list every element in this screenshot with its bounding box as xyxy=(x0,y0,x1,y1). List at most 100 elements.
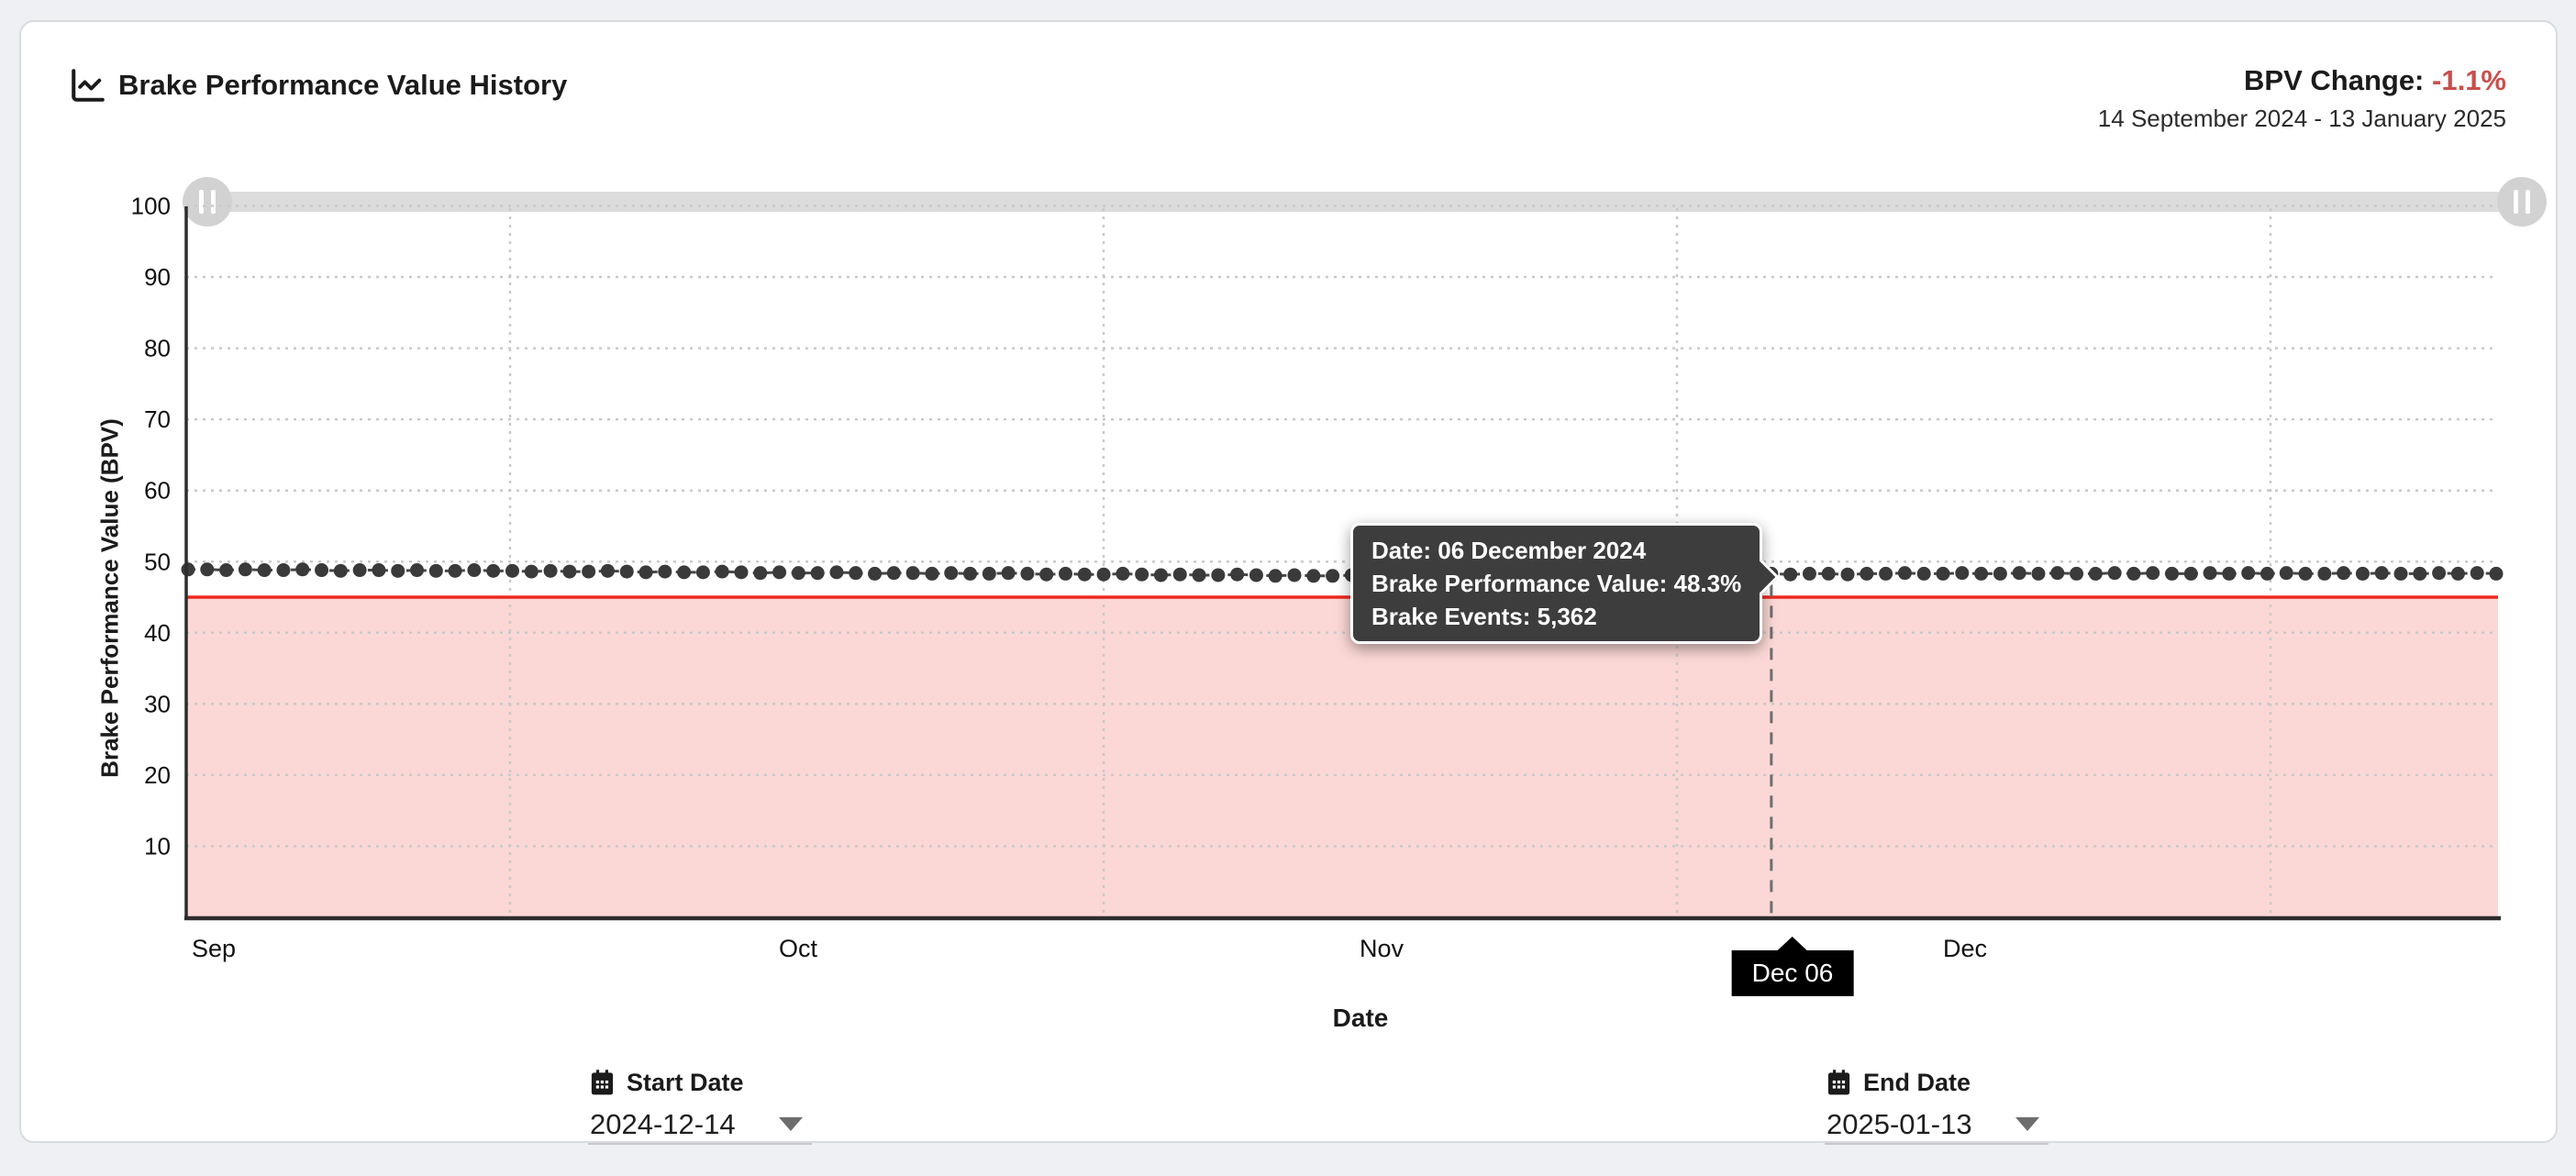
data-point[interactable] xyxy=(658,564,672,579)
data-point[interactable] xyxy=(1172,567,1187,582)
data-point[interactable] xyxy=(2470,566,2484,581)
data-point[interactable] xyxy=(562,564,577,579)
data-point[interactable] xyxy=(2165,566,2180,581)
data-point[interactable] xyxy=(2355,566,2370,581)
data-point[interactable] xyxy=(868,566,883,581)
data-point[interactable] xyxy=(886,566,901,581)
data-point[interactable] xyxy=(753,566,768,581)
data-point[interactable] xyxy=(982,566,996,581)
data-point[interactable] xyxy=(2031,566,2046,581)
data-point[interactable] xyxy=(1916,566,1931,581)
data-point[interactable] xyxy=(2279,566,2293,581)
data-point[interactable] xyxy=(315,563,329,578)
data-point[interactable] xyxy=(2450,566,2465,581)
slider-handle-left[interactable] xyxy=(183,177,232,227)
data-point[interactable] xyxy=(1802,566,1816,581)
data-point[interactable] xyxy=(1936,566,1950,581)
data-point[interactable] xyxy=(638,565,653,580)
data-point[interactable] xyxy=(810,566,825,581)
data-point[interactable] xyxy=(486,563,501,578)
data-point[interactable] xyxy=(1287,568,1302,582)
data-point[interactable] xyxy=(2337,566,2351,581)
data-point[interactable] xyxy=(2146,566,2160,581)
data-point[interactable] xyxy=(1821,566,1836,581)
data-point[interactable] xyxy=(524,564,539,579)
data-point[interactable] xyxy=(181,562,195,577)
data-point[interactable] xyxy=(2107,566,2122,581)
data-point[interactable] xyxy=(1001,566,1016,581)
data-point[interactable] xyxy=(905,566,920,581)
data-point[interactable] xyxy=(333,563,348,578)
data-point[interactable] xyxy=(1955,566,1970,581)
data-point[interactable] xyxy=(410,563,425,578)
chevron-down-icon[interactable] xyxy=(2015,1117,2039,1131)
data-point[interactable] xyxy=(352,563,367,578)
data-point[interactable] xyxy=(677,565,692,580)
data-point[interactable] xyxy=(2241,566,2256,581)
data-point[interactable] xyxy=(925,566,939,581)
data-point[interactable] xyxy=(963,566,978,581)
data-point[interactable] xyxy=(944,566,959,581)
data-point[interactable] xyxy=(200,562,215,577)
data-point[interactable] xyxy=(1879,566,1893,581)
data-point[interactable] xyxy=(2298,566,2313,581)
data-point[interactable] xyxy=(391,563,405,578)
data-point[interactable] xyxy=(2489,566,2504,581)
data-point[interactable] xyxy=(1211,568,1226,582)
data-point[interactable] xyxy=(772,565,787,580)
data-point[interactable] xyxy=(1993,566,2007,581)
start-date-value[interactable]: 2024-12-14 xyxy=(590,1108,736,1140)
data-point[interactable] xyxy=(543,563,558,578)
start-date-select[interactable]: 2024-12-14 xyxy=(588,1106,812,1145)
data-point[interactable] xyxy=(2260,566,2274,581)
data-point[interactable] xyxy=(2413,566,2427,581)
data-point[interactable] xyxy=(715,564,729,579)
data-point[interactable] xyxy=(2203,566,2217,581)
data-point[interactable] xyxy=(2183,566,2198,581)
data-point[interactable] xyxy=(467,563,482,578)
end-date-value[interactable]: 2025-01-13 xyxy=(1827,1108,1972,1140)
data-point[interactable] xyxy=(2088,566,2103,581)
data-point[interactable] xyxy=(849,566,863,581)
data-point[interactable] xyxy=(791,566,805,581)
data-point[interactable] xyxy=(1840,567,1855,582)
data-point[interactable] xyxy=(2050,566,2065,581)
data-point[interactable] xyxy=(1058,566,1072,581)
data-point[interactable] xyxy=(1306,569,1321,583)
data-point[interactable] xyxy=(1783,567,1798,582)
data-point[interactable] xyxy=(2374,566,2389,581)
date-range-slider-track[interactable] xyxy=(207,192,2522,212)
data-point[interactable] xyxy=(2126,566,2141,581)
data-point[interactable] xyxy=(1153,568,1168,582)
data-point[interactable] xyxy=(276,563,291,578)
data-point[interactable] xyxy=(2393,566,2408,581)
data-point[interactable] xyxy=(1249,568,1263,582)
data-point[interactable] xyxy=(1974,566,1989,581)
chevron-down-icon[interactable] xyxy=(779,1117,803,1131)
data-point[interactable] xyxy=(428,563,443,578)
data-point[interactable] xyxy=(829,565,844,580)
data-point[interactable] xyxy=(2070,566,2084,581)
data-point[interactable] xyxy=(1116,566,1130,581)
data-point[interactable] xyxy=(238,562,252,577)
data-point[interactable] xyxy=(2012,566,2026,581)
data-point[interactable] xyxy=(1039,567,1054,582)
data-point[interactable] xyxy=(505,563,519,578)
slider-handle-right[interactable] xyxy=(2497,177,2547,227)
data-point[interactable] xyxy=(219,563,234,578)
data-point[interactable] xyxy=(372,563,386,578)
data-point[interactable] xyxy=(582,564,596,579)
data-point[interactable] xyxy=(1135,567,1149,582)
data-point[interactable] xyxy=(734,565,749,580)
data-point[interactable] xyxy=(1326,569,1340,583)
data-point[interactable] xyxy=(448,563,462,578)
data-point[interactable] xyxy=(1096,567,1111,582)
end-date-select[interactable]: 2025-01-13 xyxy=(1825,1106,2049,1145)
data-point[interactable] xyxy=(1192,568,1206,582)
data-point[interactable] xyxy=(2222,566,2237,581)
data-point[interactable] xyxy=(1230,567,1245,582)
data-point[interactable] xyxy=(295,562,310,577)
data-point[interactable] xyxy=(1020,566,1035,581)
data-point[interactable] xyxy=(1077,567,1092,582)
